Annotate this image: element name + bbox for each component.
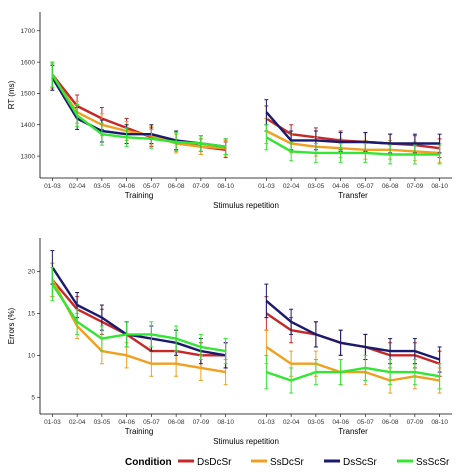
series-line-dsscsr xyxy=(51,266,226,357)
legend-label-ssscsr: SsScSr xyxy=(416,457,450,468)
x-axis-title: Stimulus repetition xyxy=(213,437,279,446)
x-tick-label: 04-06 xyxy=(332,419,349,426)
x-tick-label: 06-08 xyxy=(168,183,185,190)
x-tick-label: 03-05 xyxy=(308,183,325,190)
series-line-ssscsr xyxy=(266,366,440,382)
x-tick-label: 05-07 xyxy=(357,183,374,190)
y-tick-label: 20 xyxy=(28,269,36,276)
legend-label-dsscsr: DsScSr xyxy=(343,457,378,468)
errors-chart: 5 10 15 20 01-03 02-04 03-05 04-06 05-07 06-08 07-… xyxy=(7,238,452,446)
x-tick-label: 01-03 xyxy=(44,419,61,426)
y-tick-label: 5 xyxy=(31,394,35,401)
x-tick-label: 04-06 xyxy=(118,419,135,426)
x-tick-label: 08-10 xyxy=(217,183,234,190)
x-tick-label: 07-09 xyxy=(407,419,424,426)
x-tick-label: 08-10 xyxy=(431,183,448,190)
panel-label: Transfer xyxy=(338,191,368,200)
x-tick-label: 05-07 xyxy=(143,183,160,190)
x-tick-label: 04-06 xyxy=(332,183,349,190)
x-tick-label: 07-09 xyxy=(193,183,210,190)
y-tick-label: 1400 xyxy=(21,122,36,129)
series-line-dsscsr xyxy=(265,299,440,361)
panel-label: Transfer xyxy=(338,427,368,436)
legend-label-ssdcsr: SsDcSr xyxy=(270,457,305,468)
series-line-ssdcsr xyxy=(51,279,226,374)
x-tick-label: 08-10 xyxy=(217,419,234,426)
x-tick-label: 04-06 xyxy=(118,183,135,190)
rt-chart: 1300 1400 1500 1600 1700 01-03 02-04 03-05 04-06… xyxy=(7,12,452,210)
x-tick-label: 05-07 xyxy=(357,419,374,426)
y-tick-label: 1600 xyxy=(21,59,36,66)
x-tick-label: 02-04 xyxy=(69,183,86,190)
x-tick-label: 01-03 xyxy=(44,183,61,190)
series-line-ssscsr xyxy=(51,283,226,353)
panel-label: Training xyxy=(125,427,154,436)
legend: Condition DsDcSr SsDcSr DsScSr SsScSr xyxy=(125,457,450,468)
x-tick-label: 03-05 xyxy=(94,419,111,426)
y-tick-label: 15 xyxy=(28,311,36,318)
y-tick-label: 1500 xyxy=(21,91,36,98)
series-line-dsscsr xyxy=(265,111,440,145)
x-tick-label: 08-10 xyxy=(431,419,448,426)
x-tick-label: 02-04 xyxy=(283,419,300,426)
series-line-ssdcsr xyxy=(265,129,440,155)
x-tick-label: 01-03 xyxy=(258,419,275,426)
series-line-ssdcsr xyxy=(265,346,440,382)
x-tick-label: 06-08 xyxy=(382,419,399,426)
y-tick-label: 10 xyxy=(28,353,36,360)
x-tick-label: 02-04 xyxy=(283,183,300,190)
y-axis-title: RT (ms) xyxy=(7,80,16,109)
x-tick-label: 03-05 xyxy=(94,183,111,190)
x-tick-label: 06-08 xyxy=(382,183,399,190)
y-tick-label: 1700 xyxy=(21,28,36,35)
series-line-ssscsr xyxy=(265,136,440,156)
x-tick-label: 05-07 xyxy=(143,419,160,426)
y-tick-label: 1300 xyxy=(21,153,36,160)
legend-title: Condition xyxy=(125,457,172,468)
x-tick-label: 02-04 xyxy=(69,419,86,426)
x-tick-label: 03-05 xyxy=(308,419,325,426)
legend-label-dsdcsr: DsDcSr xyxy=(197,457,232,468)
series-line-dsdcsr xyxy=(51,279,226,357)
x-axis-title: Stimulus repetition xyxy=(213,201,279,210)
series-line-ssscsr xyxy=(51,73,226,148)
x-tick-label: 07-09 xyxy=(193,419,210,426)
x-tick-label: 06-08 xyxy=(168,419,185,426)
x-tick-label: 01-03 xyxy=(258,183,275,190)
y-axis-title: Errors (%) xyxy=(7,307,16,344)
panel-label: Training xyxy=(125,191,154,200)
x-tick-label: 07-09 xyxy=(407,183,424,190)
